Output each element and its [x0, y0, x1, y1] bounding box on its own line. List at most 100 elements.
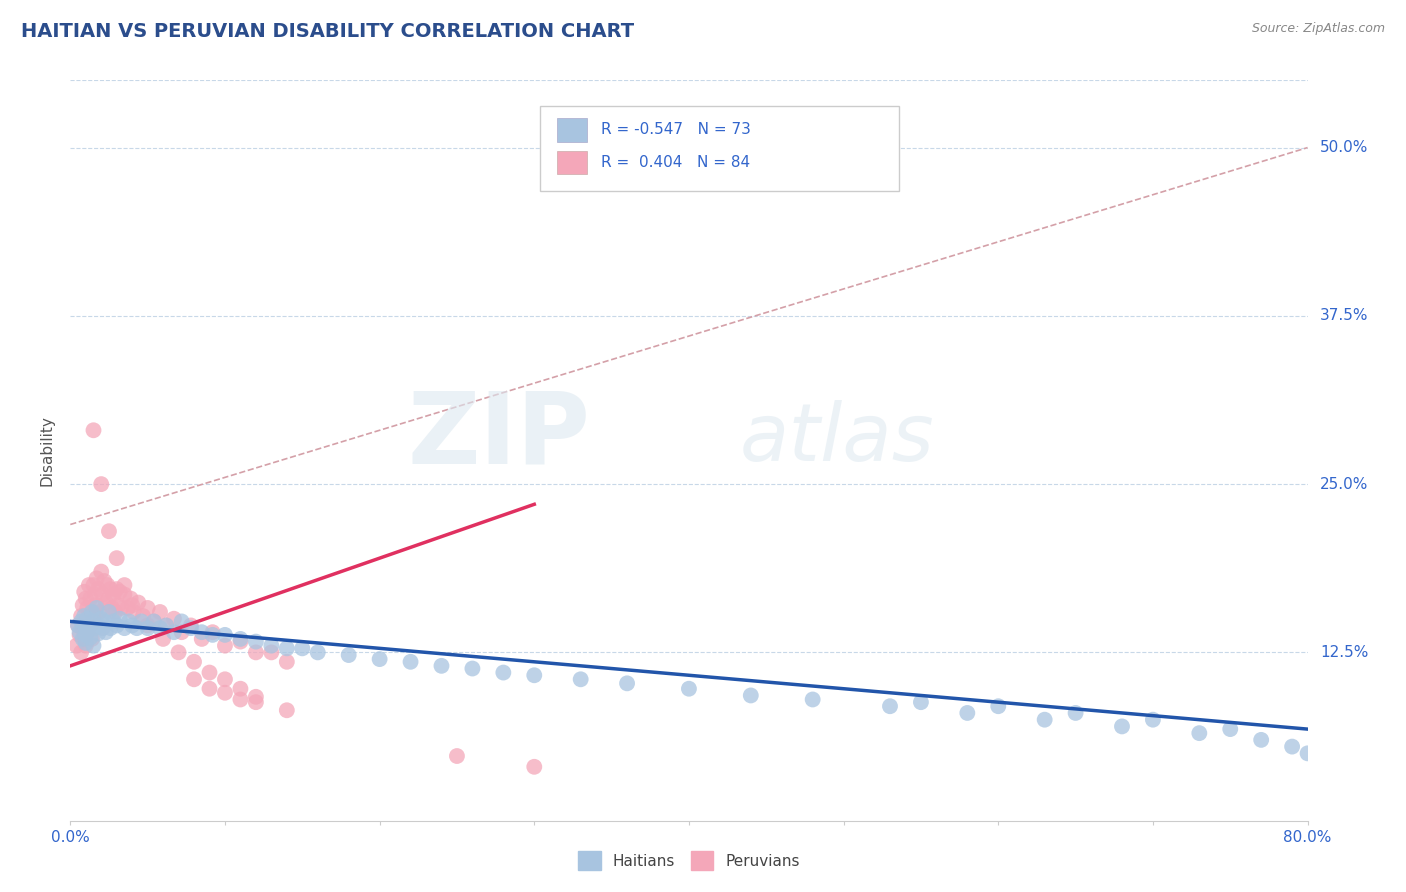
Point [100, 582, 122, 596]
Point [72, 599, 94, 613]
Text: R =  0.404   N = 84: R = 0.404 N = 84 [602, 155, 751, 170]
Point [79, 591, 101, 606]
Point [523, 668, 546, 682]
Point [75, 628, 97, 642]
Point [69, 625, 91, 640]
Point [93, 574, 115, 588]
Text: ZIP: ZIP [408, 387, 591, 484]
Point [98, 524, 120, 539]
Point [201, 628, 224, 642]
Point [101, 601, 124, 615]
Point [86, 601, 108, 615]
Point [132, 609, 155, 624]
Text: 25.0%: 25.0% [1320, 476, 1368, 491]
Point [67, 618, 90, 632]
Point [461, 661, 484, 675]
Point [1188, 726, 1211, 740]
Point [117, 601, 139, 615]
Point [104, 605, 127, 619]
Point [70, 645, 93, 659]
Point [1250, 732, 1272, 747]
Point [75, 621, 97, 635]
Point [122, 605, 145, 619]
Point [229, 681, 252, 696]
Point [114, 578, 135, 592]
Point [108, 612, 131, 626]
Text: 12.5%: 12.5% [1320, 645, 1368, 660]
Point [87, 582, 110, 596]
Point [155, 618, 177, 632]
Point [276, 641, 298, 656]
Point [86, 599, 108, 613]
Point [70, 615, 93, 629]
Point [105, 618, 128, 632]
Point [430, 658, 453, 673]
Point [89, 618, 111, 632]
Point [276, 655, 298, 669]
Point [214, 686, 236, 700]
Point [183, 673, 205, 687]
Point [65, 639, 87, 653]
Point [75, 636, 97, 650]
Bar [557, 151, 588, 174]
Point [84, 621, 107, 635]
Point [107, 599, 129, 613]
Point [291, 641, 314, 656]
Point [70, 609, 93, 624]
Point [191, 632, 214, 646]
Point [108, 584, 131, 599]
Text: R = -0.547   N = 73: R = -0.547 N = 73 [602, 122, 751, 137]
Point [337, 648, 360, 662]
Point [149, 621, 172, 635]
Point [142, 615, 165, 629]
Point [86, 571, 108, 585]
Point [118, 615, 141, 629]
Point [1296, 747, 1319, 761]
Point [75, 615, 97, 629]
Point [1064, 706, 1087, 720]
Point [77, 578, 100, 592]
Point [77, 612, 100, 626]
Point [142, 615, 165, 629]
Point [149, 605, 172, 619]
Point [76, 625, 98, 640]
Point [100, 621, 122, 635]
Point [569, 673, 592, 687]
Point [73, 632, 96, 646]
Point [245, 645, 267, 659]
Point [114, 587, 135, 601]
Point [163, 625, 186, 640]
Point [80, 632, 103, 646]
Point [152, 632, 174, 646]
Point [276, 703, 298, 717]
Point [110, 601, 132, 615]
Point [183, 655, 205, 669]
Point [229, 692, 252, 706]
FancyBboxPatch shape [540, 106, 900, 191]
Point [82, 423, 105, 437]
Point [740, 689, 762, 703]
Point [72, 632, 94, 646]
Point [73, 609, 96, 624]
Point [492, 665, 515, 680]
Point [125, 621, 148, 635]
Point [180, 621, 202, 635]
Point [245, 690, 267, 704]
Legend: Haitians, Peruvians: Haitians, Peruvians [572, 845, 806, 876]
Point [678, 681, 700, 696]
Point [1219, 722, 1241, 736]
Point [155, 618, 177, 632]
Text: atlas: atlas [740, 401, 935, 478]
Point [94, 625, 117, 640]
Point [879, 699, 901, 714]
Point [1142, 713, 1164, 727]
Point [76, 601, 98, 615]
Point [163, 612, 186, 626]
Point [956, 706, 979, 720]
Point [136, 618, 159, 632]
Point [131, 615, 153, 629]
Point [82, 578, 105, 592]
Bar [557, 118, 588, 142]
Point [76, 612, 98, 626]
Text: Source: ZipAtlas.com: Source: ZipAtlas.com [1251, 22, 1385, 36]
